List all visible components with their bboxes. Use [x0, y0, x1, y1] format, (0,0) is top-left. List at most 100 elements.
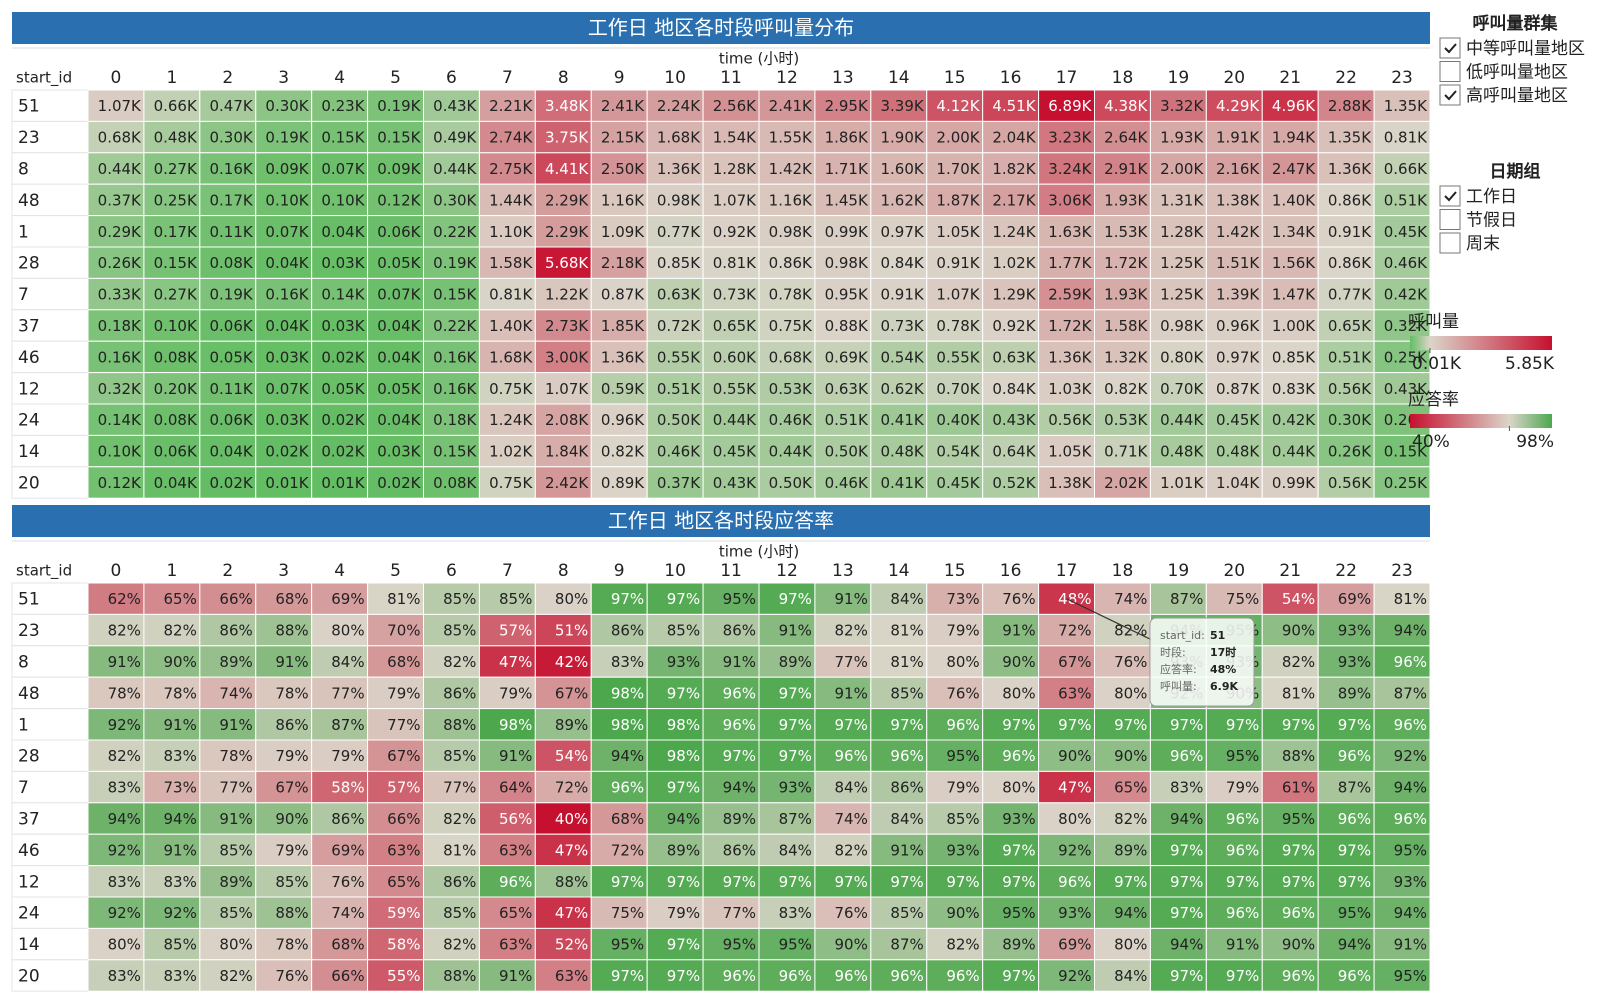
filter-option[interactable]: 高呼叫量地区	[1466, 86, 1568, 106]
heatmap-cell	[1094, 340, 1151, 374]
cell-label: 0.72K	[657, 317, 701, 335]
heatmap-cell	[1317, 865, 1375, 898]
x-tick-label: 20	[1223, 561, 1245, 581]
heatmap-cell	[199, 466, 257, 499]
filter-option[interactable]: 周末	[1466, 234, 1500, 254]
heatmap-cell	[1094, 246, 1151, 279]
cell-label: 83%	[108, 967, 141, 985]
heatmap-cell	[1205, 739, 1263, 772]
cell-label: 0.84K	[881, 254, 925, 272]
y-tick-label: 14	[18, 442, 40, 462]
y-tick-label: 7	[18, 285, 29, 305]
cell-label: 1.00K	[1272, 317, 1316, 335]
checkbox[interactable]	[1439, 37, 1461, 59]
y-tick-label: 1	[18, 715, 29, 735]
heatmap-cell	[87, 770, 145, 804]
cell-label: 95%	[946, 747, 979, 765]
cell-label: 91%	[163, 716, 196, 734]
heatmap-cell	[534, 277, 592, 311]
heatmap-cell	[702, 277, 760, 311]
cell-label: 0.50K	[825, 443, 869, 461]
heatmap-cell	[1038, 277, 1096, 311]
row-header-bg	[11, 215, 89, 248]
x-tick-label: 5	[390, 561, 401, 581]
checkbox[interactable]	[1439, 61, 1461, 82]
filter-option[interactable]: 节假日	[1466, 211, 1517, 231]
heatmap-cell	[311, 802, 369, 835]
cell-label: 89%	[723, 810, 756, 828]
cell-label: 82%	[443, 653, 476, 671]
checkbox[interactable]	[1439, 209, 1461, 230]
cell-label: 94%	[1114, 904, 1147, 922]
cell-label: 98%	[499, 716, 532, 734]
filter-option[interactable]: 低呼叫量地区	[1466, 63, 1568, 83]
cell-label: 85%	[499, 590, 532, 608]
checkbox[interactable]	[1439, 185, 1461, 207]
cell-label: 2.02K	[1104, 474, 1148, 492]
cell-label: 97%	[611, 590, 644, 608]
tooltip-value: 17时	[1210, 645, 1236, 659]
cell-label: 79%	[499, 684, 532, 702]
checkbox[interactable]	[1439, 232, 1461, 254]
heatmap-cell	[478, 896, 536, 929]
filter-title: 呼叫量群集	[1473, 13, 1559, 34]
heatmap-cell	[367, 372, 425, 405]
x-tick-label: 13	[832, 561, 854, 581]
cell-label: 1.09K	[601, 223, 645, 241]
cell-label: 0.27K	[154, 286, 198, 304]
cell-label: 0.63K	[657, 286, 701, 304]
x-tick-label: 11	[720, 561, 742, 581]
heatmap-cell	[1149, 833, 1207, 867]
heatmap-cell	[646, 215, 704, 248]
heatmap-cell	[1373, 183, 1431, 217]
heatmap-cell	[982, 89, 1040, 122]
row-header-bg	[11, 89, 89, 122]
cell-label: 66%	[219, 590, 252, 608]
checkbox[interactable]	[1439, 84, 1461, 106]
cell-label: 0.23K	[321, 97, 365, 115]
cell-label: 68%	[387, 653, 420, 671]
x-tick-label: 12	[776, 561, 798, 581]
cell-label: 1.42K	[769, 160, 813, 178]
cell-label: 51%	[555, 622, 588, 640]
cell-label: 79%	[387, 684, 420, 702]
x-tick-label: 3	[278, 68, 289, 88]
heatmap-cell	[199, 183, 257, 217]
heatmap-cell	[1205, 959, 1263, 992]
heatmap-cell	[1317, 372, 1375, 405]
cell-label: 2.74K	[489, 129, 533, 147]
heatmap-cell	[870, 277, 928, 311]
cell-label: 91%	[1002, 622, 1035, 640]
heatmap-cell	[926, 802, 984, 835]
x-tick-label: 0	[111, 561, 122, 581]
heatmap-cell	[367, 466, 425, 499]
cell-label: 2.29K	[545, 223, 589, 241]
heatmap-cell	[814, 802, 872, 835]
heatmap-cell	[423, 152, 480, 185]
heatmap-cell	[1373, 865, 1431, 898]
heatmap-cell	[255, 466, 313, 499]
filter-option[interactable]: 工作日	[1466, 187, 1517, 207]
heatmap-cell	[982, 676, 1040, 710]
heatmap-cell	[199, 89, 257, 122]
cell-label: 4.38K	[1104, 97, 1148, 115]
cell-label: 0.46K	[825, 474, 869, 492]
cell-label: 0.44K	[713, 411, 757, 429]
cell-label: 91%	[1394, 936, 1427, 954]
cell-label: 74%	[1114, 590, 1147, 608]
filter-option[interactable]: 中等呼叫量地区	[1466, 39, 1585, 59]
y-tick-label: 37	[18, 810, 40, 830]
cell-label: 0.81K	[713, 254, 757, 272]
cell-label: 1.29K	[992, 286, 1036, 304]
cell-label: 79%	[275, 841, 308, 859]
heatmap-cell	[814, 215, 872, 248]
heatmap-cell	[646, 89, 704, 122]
cell-label: 57%	[499, 622, 532, 640]
x-tick-label: 8	[558, 68, 569, 88]
cell-label: 0.15K	[433, 443, 477, 461]
heatmap-cell	[311, 676, 369, 710]
cell-label: 1.07K	[545, 380, 589, 398]
cell-label: 89%	[1002, 936, 1035, 954]
cell-label: 0.68K	[98, 129, 142, 147]
cell-label: 0.01K	[265, 474, 309, 492]
